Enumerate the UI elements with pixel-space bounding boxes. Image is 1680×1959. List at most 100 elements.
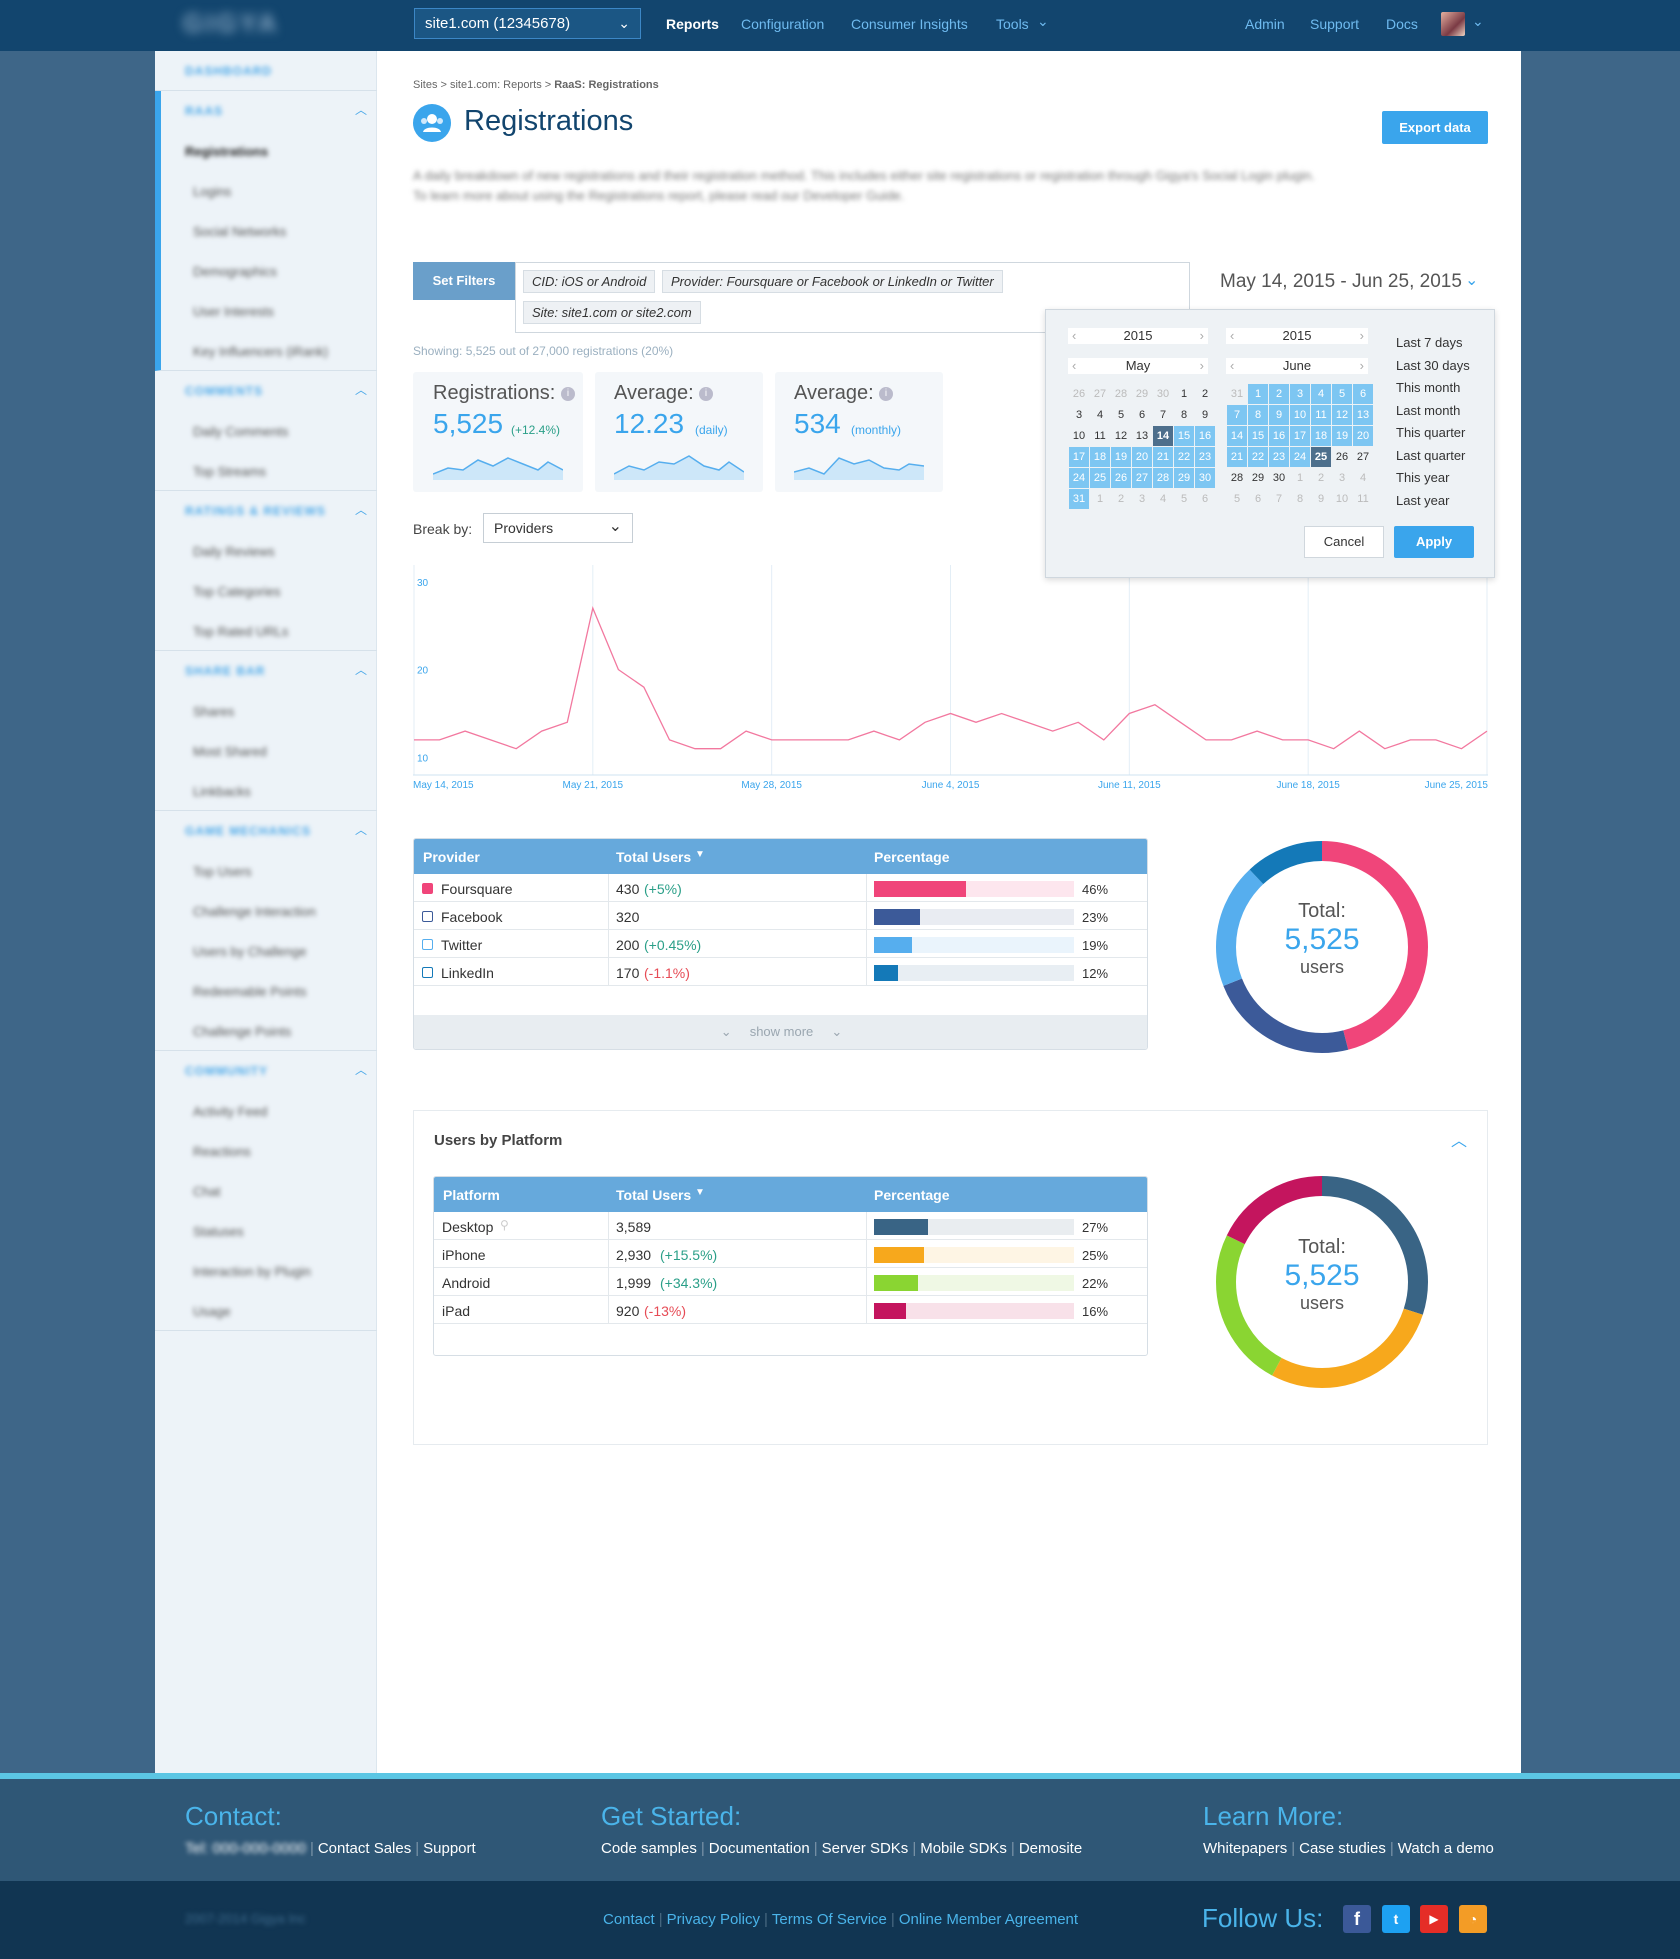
sidebar-item[interactable]: Top Rated URLs [193, 624, 289, 639]
checkbox-checked-icon[interactable] [422, 883, 433, 894]
date-chevron-down-icon[interactable]: ⌄ [1465, 272, 1479, 289]
table-row[interactable]: LinkedIn 170 (-1.1%) 12% [414, 958, 1147, 986]
sidebar-item[interactable]: Daily Reviews [193, 544, 275, 559]
sidebar-item[interactable]: Daily Comments [193, 424, 289, 439]
sidebar-item[interactable]: Chat [193, 1184, 221, 1199]
sidebar-item-registrations[interactable]: Registrations [185, 144, 269, 159]
cal2-month[interactable]: ‹ June › [1226, 358, 1368, 374]
table-row[interactable]: Desktop ⚲ 3,589 27% [434, 1212, 1147, 1240]
sidebar-item[interactable]: Usage [193, 1304, 231, 1319]
collapse-icon[interactable]: ︿ [354, 663, 367, 677]
donut-segment-twitter[interactable] [1216, 841, 1428, 1053]
sidebar-head-community[interactable]: COMMUNITY [185, 1064, 268, 1078]
table-row[interactable]: Foursquare 430 (+5%) 46% [414, 874, 1147, 902]
sidebar-item[interactable]: Challenge Points [193, 1024, 292, 1039]
cal1-month[interactable]: ‹ May › [1068, 358, 1208, 374]
show-more-button[interactable]: ⌄ show more ⌄ [414, 1015, 1147, 1049]
sidebar-item[interactable]: Top Streams [193, 464, 266, 479]
sidebar-item[interactable]: Reactions [193, 1144, 251, 1159]
date-range-label[interactable]: May 14, 2015 - Jun 25, 2015 [1220, 271, 1462, 292]
preset-last-quarter[interactable]: Last quarter [1396, 447, 1466, 463]
checkbox-icon[interactable] [422, 911, 433, 922]
contact-sales-link[interactable]: Contact Sales [317, 1840, 412, 1857]
terms-link[interactable]: Terms Of Service [771, 1911, 887, 1928]
sidebar-item[interactable]: Linkbacks [193, 784, 251, 799]
donut-segment-linkedin[interactable] [1216, 841, 1428, 1053]
server-sdks-link[interactable]: Server SDKs [821, 1840, 909, 1857]
sidebar-head-share-bar[interactable]: SHARE BAR [185, 664, 266, 678]
sidebar-item[interactable]: Users by Challenge [193, 944, 307, 959]
code-samples-link[interactable]: Code samples [601, 1840, 697, 1857]
column-percentage[interactable]: Percentage [874, 1187, 950, 1203]
sidebar-head-raas[interactable]: RAAS [185, 104, 224, 118]
donut-segment-facebook[interactable] [1216, 841, 1428, 1053]
nav-admin[interactable]: Admin [1245, 16, 1285, 32]
checkbox-icon[interactable] [422, 939, 433, 950]
sidebar-item[interactable]: Challenge Interaction [193, 904, 316, 919]
nav-docs[interactable]: Docs [1386, 16, 1418, 32]
table-row[interactable]: iPad 920 (-13%) 16% [434, 1296, 1147, 1324]
table-row[interactable]: Twitter 200 (+0.45%) 19% [414, 930, 1147, 958]
tools-chevron-down-icon[interactable]: ⌄ [1037, 13, 1049, 29]
cal1-year[interactable]: ‹ 2015 › [1068, 328, 1208, 344]
filter-tag-cid[interactable]: CID: iOS or Android [523, 270, 656, 293]
support-link[interactable]: Support [423, 1840, 476, 1857]
column-percentage[interactable]: Percentage [874, 849, 950, 865]
sidebar-item[interactable]: Statuses [193, 1224, 244, 1239]
sidebar-item[interactable]: Interaction by Plugin [193, 1264, 311, 1279]
filter-tag-provider[interactable]: Provider: Foursquare or Facebook or Link… [662, 270, 1003, 293]
nav-consumer-insights[interactable]: Consumer Insights [851, 16, 968, 32]
nav-tools[interactable]: Tools [996, 16, 1029, 32]
sidebar-item-user-interests[interactable]: User Interests [193, 304, 274, 319]
mobile-sdks-link[interactable]: Mobile SDKs [920, 1840, 1007, 1857]
contact-link[interactable]: Contact [603, 1911, 655, 1928]
set-filters-button[interactable]: Set Filters [413, 262, 515, 300]
youtube-icon[interactable]: ▶ [1420, 1905, 1448, 1933]
watch-demo-link[interactable]: Watch a demo [1397, 1840, 1494, 1857]
sidebar-item-key-influencers[interactable]: Key Influencers (iRank) [193, 344, 329, 359]
sidebar-head-game-mechanics[interactable]: GAME MECHANICS [185, 824, 312, 838]
info-icon[interactable]: i [699, 387, 713, 401]
export-data-button[interactable]: Export data [1382, 111, 1488, 144]
donut-segment-iphone[interactable] [1216, 1176, 1428, 1388]
collapse-icon[interactable]: ︿ [1450, 1133, 1467, 1150]
column-platform[interactable]: Platform [443, 1187, 500, 1203]
calendar-may[interactable]: 26 27 28 29 30 1 2 3 4 5 6 7 8 9 10 11 12 13 14 15 16 17 18 19 2… [1068, 383, 1216, 510]
break-by-select[interactable]: Providers ⌄ [483, 513, 633, 543]
donut-segment-android[interactable] [1216, 1176, 1428, 1388]
sidebar-item[interactable]: Activity Feed [193, 1104, 268, 1119]
site-selector[interactable]: site1.com (12345678) ⌄ [414, 8, 641, 39]
user-menu-chevron-icon[interactable]: ⌄ [1472, 13, 1484, 29]
preset-last-year[interactable]: Last year [1396, 492, 1450, 508]
preset-last-month[interactable]: Last month [1396, 402, 1461, 418]
sidebar-item-demographics[interactable]: Demographics [193, 264, 277, 279]
privacy-policy-link[interactable]: Privacy Policy [666, 1911, 760, 1928]
sidebar-item[interactable]: Top Users [193, 864, 252, 879]
member-agreement-link[interactable]: Online Member Agreement [898, 1911, 1079, 1928]
preset-last-7-days[interactable]: Last 7 days [1396, 335, 1463, 350]
preset-this-year[interactable]: This year [1396, 470, 1450, 485]
sidebar-head-dashboard[interactable]: DASHBOARD [185, 64, 272, 78]
preset-this-quarter[interactable]: This quarter [1396, 425, 1466, 440]
sidebar-item[interactable]: Shares [193, 704, 235, 719]
preset-last-30-days[interactable]: Last 30 days [1396, 357, 1470, 373]
twitter-icon[interactable]: t [1382, 1905, 1410, 1933]
collapse-icon[interactable]: ︿ [354, 383, 367, 397]
sort-down-icon[interactable]: ▼ [695, 849, 705, 860]
table-row[interactable]: Android 1,999 (+34.3%) 22% [434, 1268, 1147, 1296]
column-provider[interactable]: Provider [423, 849, 480, 865]
facebook-icon[interactable]: f [1343, 1905, 1371, 1933]
checkbox-icon[interactable] [422, 967, 433, 978]
nav-configuration[interactable]: Configuration [741, 16, 825, 32]
preset-this-month[interactable]: This month [1396, 380, 1461, 395]
sidebar-item[interactable]: Redeemable Points [193, 984, 307, 999]
cal2-year[interactable]: ‹ 2015 › [1226, 328, 1368, 344]
calendar-june[interactable]: 31 1 2 3 4 5 6 7 8 9 10 11 12 13 14 15 16 17 18 19 20 21 22 23 2… [1226, 383, 1374, 510]
column-total-users[interactable]: Total Users [616, 849, 692, 865]
search-icon[interactable]: ⚲ [500, 1218, 509, 1232]
sidebar-item-logins[interactable]: Logins [193, 184, 232, 199]
rss-icon[interactable]: ◔ [1459, 1905, 1487, 1933]
nav-support[interactable]: Support [1310, 16, 1360, 32]
sidebar-head-ratings[interactable]: RATINGS & REVIEWS [185, 504, 326, 518]
collapse-icon[interactable]: ︿ [354, 503, 367, 517]
